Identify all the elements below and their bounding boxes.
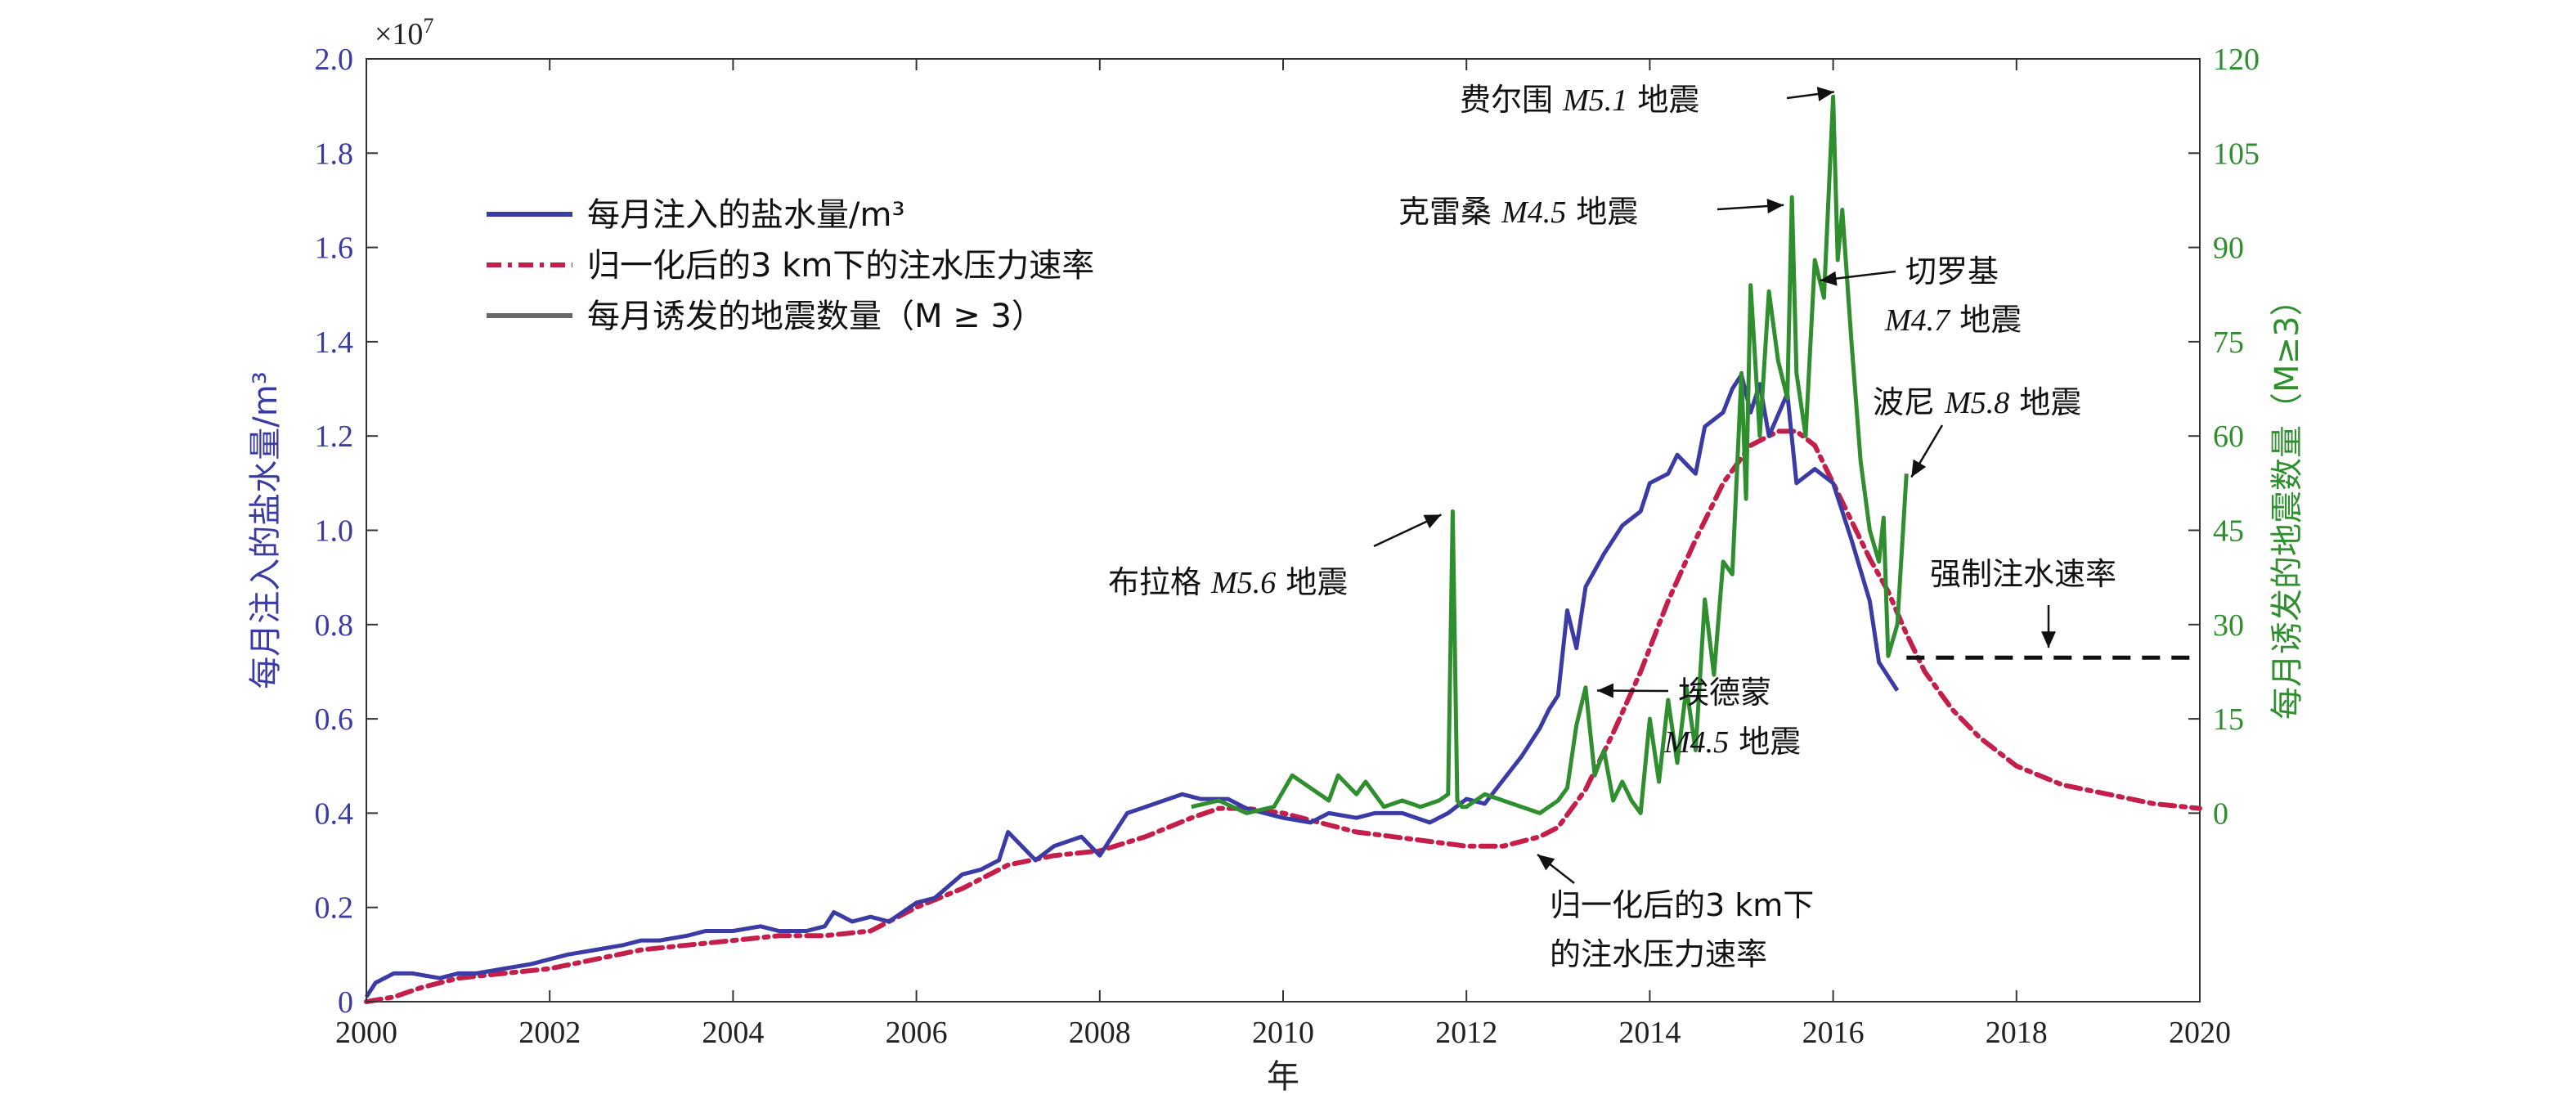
x-tick-label: 2014 [1618,1016,1681,1050]
x-tick-label: 2010 [1252,1016,1314,1050]
x-tick-label: 2016 [1802,1016,1865,1050]
x-tick-label: 2020 [2169,1016,2231,1050]
y-right-tick-label: 75 [2213,325,2244,360]
annotation-fairview: 费尔围 M5.1 地震 [1460,82,1699,118]
y-left-tick-label: 1.8 [315,137,354,171]
y-right-tick-label: 0 [2213,796,2228,831]
annotation-fairview-part: M5.1 [1562,83,1627,118]
axes-layer: 2000 2002 2004 2006 2008 2010 2012 2014 2016 2018… [247,14,2306,1096]
exponent-label: ×107 [375,14,433,52]
x-tick-label: 2006 [886,1016,948,1050]
annotation-prague-part: 地震 [1276,564,1348,600]
annotation-pressure-line2: 的注水压力速率 [1550,936,1767,972]
annotation-pawnee-part: 波尼 [1873,384,1945,420]
y-right-tick-label: 45 [2213,514,2244,549]
y-right-axis-label: 每月诱发的地震数量（M≥3） [2269,283,2306,719]
annotation-prague: 布拉格 M5.6 地震 [1108,564,1348,600]
y-left-tick-label: 0.4 [315,796,354,831]
annotation-forced-arrow-head [2041,631,2056,648]
y-left-tick-label: 1.4 [315,325,354,360]
annotation-pawnee-arrow-head [1911,459,1927,478]
y-left-tick-label: 2.0 [315,43,354,77]
x-tick-label: 2008 [1069,1016,1131,1050]
y-left-tick-label: 0.6 [315,702,354,737]
series-line-injection [364,372,1900,998]
y-right-tick-label: 105 [2213,137,2260,171]
y-right-tick-label: 90 [2213,231,2244,266]
y-left-tick-label: 1.0 [315,514,354,549]
legend-label-pressure: 归一化后的3 km下的注水压力速率 [587,247,1094,285]
annotation-cherokee-line1: 切罗基 [1905,253,1999,289]
annotation-edmond-line2-part: 地震 [1729,724,1801,760]
y-left-tick-label: 0.8 [315,608,354,643]
annotation-pawnee: 波尼 M5.8 地震 [1873,384,2081,420]
annotation-pressure-line2-part: 的注水压力速率 [1550,936,1767,972]
y-left-tick-label: 1.2 [315,419,354,454]
annotation-forced: 强制注水速率 [1930,556,2116,592]
legend: 每月注入的盐水量/m³ 归一化后的3 km下的注水压力速率每月诱发的地震数量（M … [487,196,1094,335]
annotation-edmond-line2-part: M4.5 [1663,725,1729,760]
annotation-cherokee-line1-part: 切罗基 [1905,253,1999,289]
y-left-tick-label: 0 [338,985,353,1020]
annotation-forced-part: 强制注水速率 [1930,556,2116,592]
x-tick-label: 2018 [1986,1016,2048,1050]
annotation-prague-part: 布拉格 [1108,564,1211,600]
exponent-power: 7 [423,14,433,38]
annotation-cherokee-line2: M4.7 地震 [1884,302,2022,338]
x-tick-label: 2002 [518,1016,581,1050]
annotation-pressure-arrow-head [1537,855,1555,871]
x-tick-label: 2000 [335,1016,397,1050]
y-right-tick-label: 120 [2213,43,2260,77]
y-right-tick-label: 15 [2213,702,2244,737]
annotation-crescent: 克雷桑 M4.5 地震 [1398,194,1638,230]
annotation-prague-arrow-head [1423,514,1442,529]
y-left-axis-label: 每月注入的盐水量/m³ [247,371,285,689]
annotation-crescent-part: M4.5 [1501,195,1566,230]
series-line-quakes [1191,94,1909,815]
annotation-pressure-line1: 归一化后的3 km下 [1550,887,1814,923]
annotation-prague-part: M5.6 [1210,566,1276,600]
annotation-cherokee-line2-part: M4.7 [1884,303,1951,338]
annotation-pressure-line1-part: 归一化后的3 km下 [1550,887,1814,923]
y-left-tick-label: 0.2 [315,891,354,926]
series-line-pressure [364,428,2202,1004]
annotation-cherokee-arrow-head [1820,271,1838,286]
y-right-tick-label: 60 [2213,419,2244,454]
annotation-edmond-line1: 埃德蒙 [1678,675,1771,711]
annotation-edmond-line2: M4.5 地震 [1663,724,1801,760]
y-left-tick-label: 1.6 [315,231,354,266]
annotation-crescent-part: 地震 [1566,194,1638,230]
series-layer [364,94,2202,1004]
annotation-pawnee-part: 地震 [2009,384,2081,420]
annotation-edmond-line1-part: 埃德蒙 [1678,675,1771,711]
annotation-fairview-part: 地震 [1627,82,1699,118]
annotation-crescent-arrow-head [1766,199,1784,213]
x-tick-label: 2012 [1435,1016,1497,1050]
annotation-fairview-arrow-head [1816,87,1834,101]
y-right-tick-label: 30 [2213,608,2244,643]
legend-label-quakes: 每月诱发的地震数量（M ≥ 3） [587,298,1044,335]
legend-label-injection: 每月注入的盐水量/m³ [587,196,904,234]
x-axis-label: 年 [1267,1058,1299,1096]
annotation-crescent-part: 克雷桑 [1398,194,1501,230]
annotation-fairview-part: 费尔围 [1460,82,1563,118]
annotation-cherokee-line2-part: 地震 [1950,302,2022,338]
x-tick-label: 2004 [702,1016,764,1050]
annotation-pawnee-part: M5.8 [1944,386,2009,420]
annotation-edmond-arrow-head [1596,683,1613,698]
